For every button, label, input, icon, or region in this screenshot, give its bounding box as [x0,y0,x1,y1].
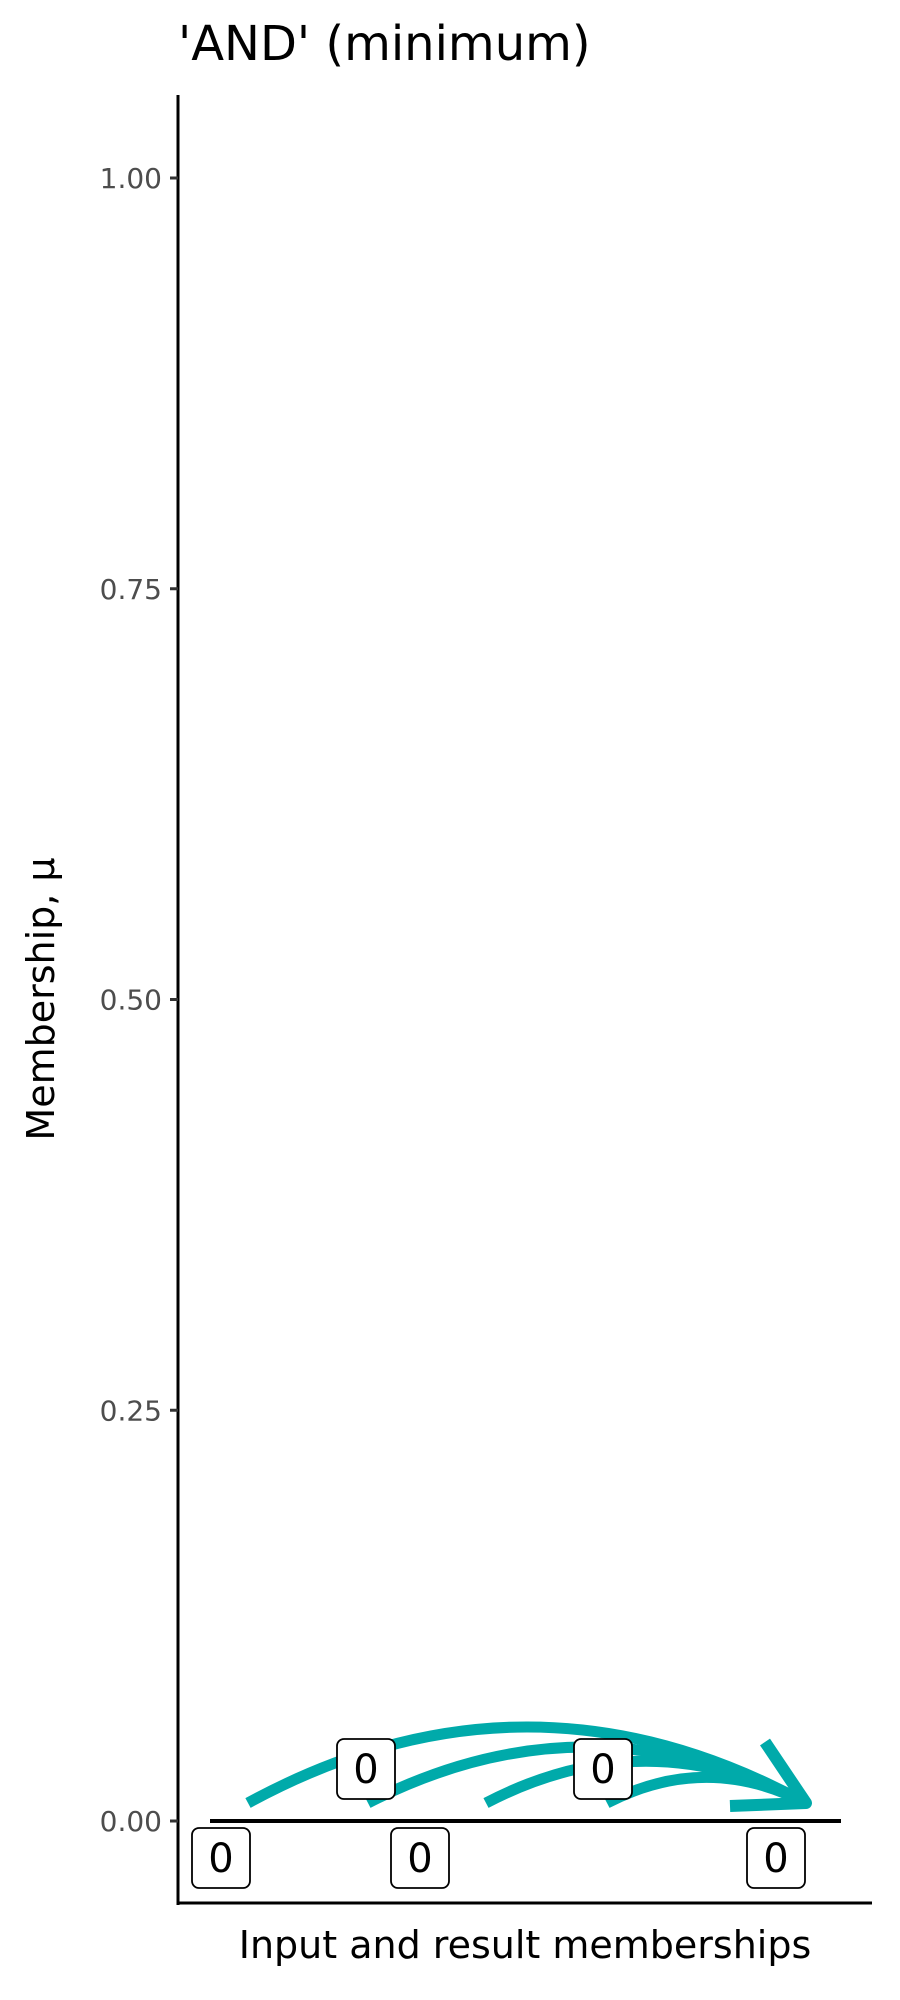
input-label: 0 [208,1836,233,1882]
input-label-box [390,1827,450,1889]
y-tick-label: 0.75 [100,573,162,606]
y-tick-label: 0.25 [100,1394,162,1427]
input-label: 0 [353,1747,378,1793]
y-tick-label: 1.00 [100,162,162,195]
input-label-box [191,1827,251,1889]
arrow-head [729,1738,812,1812]
result-label: 0 [763,1836,788,1882]
result-label-box [746,1827,806,1889]
input-label-box [336,1738,396,1800]
input-label: 0 [407,1836,432,1882]
input-label-box [573,1738,633,1800]
y-tick-label: 0.00 [100,1805,162,1838]
input-label: 0 [590,1747,615,1793]
chart-title: 'AND' (minimum) [178,16,591,72]
x-axis-label: Input and result memberships [239,1923,812,1967]
y-axis-label: Membership, μ [19,857,63,1140]
y-tick-label: 0.50 [100,984,162,1017]
